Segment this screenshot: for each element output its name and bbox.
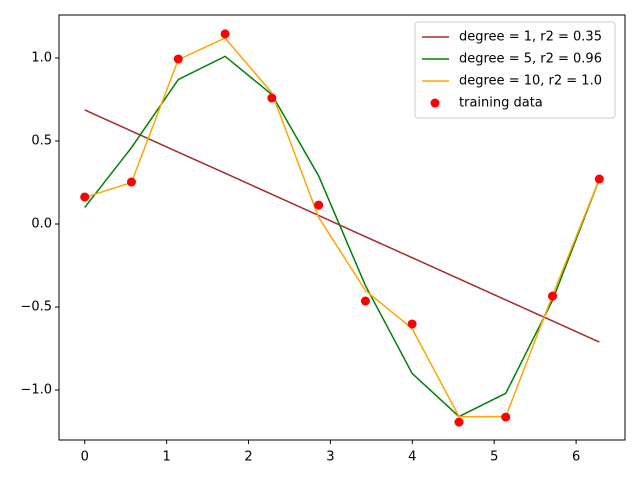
y-tick-label: −0.5 [20,300,52,315]
line-series [84,37,600,418]
scatter-point [314,200,324,210]
x-tick-label: 1 [162,450,170,465]
scatter-point [454,417,464,427]
x-tick-label: 5 [490,450,498,465]
scatter-point [267,93,277,103]
scatter-point [80,192,90,202]
scatter-point [548,291,558,301]
y-tick-label: −1.0 [20,383,52,398]
legend-marker [430,98,440,108]
scatter-point [126,177,136,187]
x-tick-label: 3 [326,450,334,465]
scatter-point [173,54,183,64]
line-series [84,55,600,418]
y-tick-label: 0.0 [31,217,52,232]
scatter-point [407,319,417,329]
scatter-point [501,412,511,422]
scatter-point [220,29,230,39]
x-tick-label: 0 [81,450,89,465]
line-series [84,109,600,343]
legend-label: degree = 10, r2 = 1.0 [459,74,602,89]
x-tick-label: 4 [408,450,416,465]
legend-label: degree = 1, r2 = 0.35 [459,30,602,45]
legend-label: degree = 5, r2 = 0.96 [459,52,602,67]
axes-frame [58,14,626,441]
x-tick-label: 6 [572,450,580,465]
y-tick-label: 0.5 [31,134,52,149]
scatter-point [360,296,370,306]
x-tick-label: 2 [244,450,252,465]
y-tick-label: 1.0 [31,50,52,65]
scatter-point [594,174,604,184]
legend-label: training data [459,96,543,111]
legend-box [414,21,616,119]
